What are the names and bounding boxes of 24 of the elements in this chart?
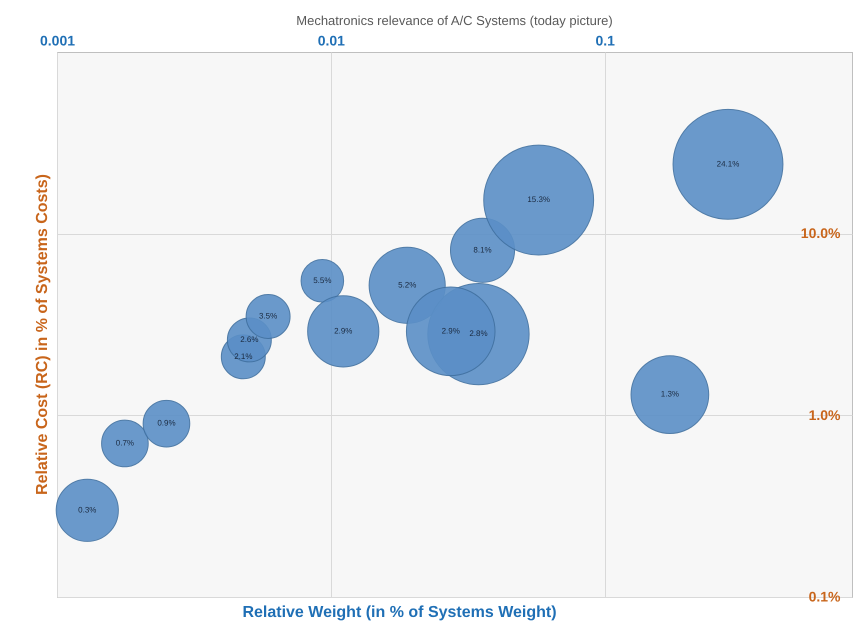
data-label: 8.1% <box>473 245 492 254</box>
data-label: 1.3% <box>660 390 679 399</box>
data-label: 2.1% <box>234 352 252 361</box>
data-label: 24.1% <box>716 159 740 168</box>
data-label: 2.6% <box>240 334 258 344</box>
data-label: 0.7% <box>116 438 134 448</box>
chart-title: Mechatronics relevance of A/C Systems (today picture) <box>296 13 613 28</box>
x-axis-title: Relative Weight (in % of Systems Weight) <box>242 604 557 621</box>
y-axis-title: Relative Cost (RC) in % of Systems Costs) <box>34 174 51 495</box>
y-tick-label: 1.0% <box>808 406 842 423</box>
y-tick-label: 10.0% <box>800 225 842 242</box>
x-tick-label: 0.1 <box>595 32 616 48</box>
data-label: 2.9% <box>334 326 352 336</box>
data-label: 5.5% <box>313 276 332 285</box>
data-label: 2.8% <box>469 329 488 338</box>
data-label: 3.5% <box>258 311 278 320</box>
data-label: 0.9% <box>157 418 176 428</box>
data-label: 5.2% <box>398 280 416 290</box>
x-tick-label: 0.001 <box>40 32 76 48</box>
x-tick-label: 0.01 <box>318 32 346 48</box>
y-tick-label: 0.1% <box>808 588 842 604</box>
data-label: 2.9% <box>442 326 460 336</box>
data-label: 0.3% <box>78 505 96 514</box>
data-label: 15.3% <box>527 195 550 204</box>
